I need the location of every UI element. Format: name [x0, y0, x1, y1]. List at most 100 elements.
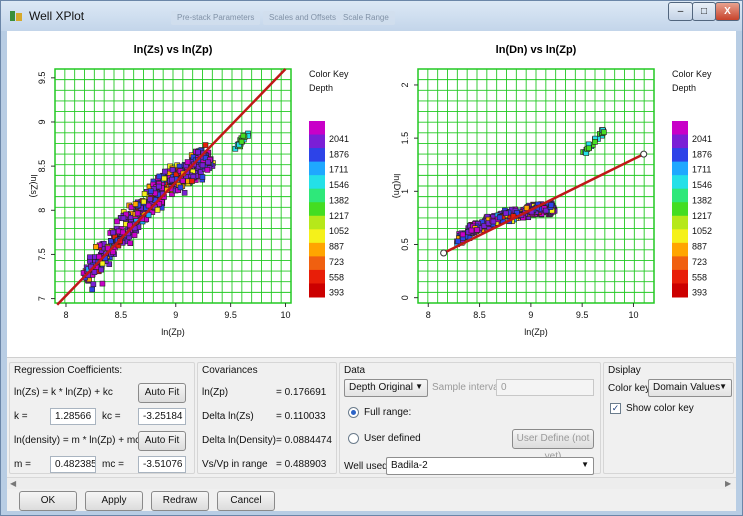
y-tick-label: 2: [400, 82, 410, 87]
data-point: [542, 207, 549, 214]
data-point: [468, 227, 475, 234]
full-range-radio[interactable]: [348, 407, 359, 418]
covariances-group: Covariances ln(Zp) = 0.176691 Delta ln(Z…: [197, 362, 337, 474]
color-key-label: 887: [329, 242, 344, 252]
user-defined-radio[interactable]: [348, 433, 359, 444]
color-key-label: 1546: [692, 180, 712, 190]
data-point: [119, 229, 126, 236]
cancel-button[interactable]: Cancel: [217, 491, 275, 511]
data-point: [548, 202, 555, 208]
maximize-button[interactable]: □: [692, 2, 716, 21]
m-field[interactable]: 0.482385: [50, 456, 96, 473]
data-source-select[interactable]: Depth Original ▼: [344, 379, 428, 397]
k-field[interactable]: 1.28566: [50, 408, 96, 425]
kc-field[interactable]: -3.25184: [138, 408, 186, 425]
cov-value: = 0.110033: [276, 411, 326, 422]
color-key-label: 1052: [329, 226, 349, 236]
data-point: [474, 227, 480, 233]
user-define-button[interactable]: User Define (not yet): [512, 429, 594, 462]
display-group: Dsiplay Color key: Domain Values ▼ ✓ Sho…: [603, 362, 734, 474]
show-color-key-label: Show color key: [626, 403, 694, 414]
data-point: [162, 168, 168, 175]
redraw-button[interactable]: Redraw: [151, 491, 209, 511]
color-key-swatch: [672, 229, 688, 244]
data-point: [154, 207, 161, 213]
data-point: [586, 145, 592, 152]
color-key-swatch: [672, 242, 688, 257]
well-used-select[interactable]: Badila-2 ▼: [386, 457, 594, 475]
data-point: [134, 210, 141, 217]
regression-title: Regression Coefficients:: [14, 365, 123, 376]
color-key-swatch: [309, 269, 325, 284]
auto-fit-zs-button[interactable]: Auto Fit: [138, 383, 186, 403]
y-tick-label: 1.5: [400, 132, 410, 145]
sample-interval-field[interactable]: 0: [496, 379, 594, 396]
background-tab: Scale Range: [337, 11, 395, 25]
apply-button[interactable]: Apply: [85, 491, 143, 511]
data-point: [147, 196, 153, 202]
dn-vs-zp-chart: ln(Dn) vs ln(Zp) 8 8.5 9 9.5 10 0 0.5 1 1.5 2 ln(Zp…: [392, 44, 712, 337]
color-key-label: 723: [329, 257, 344, 267]
data-point: [156, 183, 162, 190]
auto-fit-density-button[interactable]: Auto Fit: [138, 431, 186, 451]
x-tick-label: 9: [528, 310, 533, 320]
legend-title: Color Key: [672, 69, 712, 79]
color-key-label: 558: [692, 272, 707, 282]
data-point: [156, 201, 162, 207]
y-axis-label: ln(Dn): [392, 174, 402, 199]
data-point: [114, 218, 120, 225]
horizontal-scrollbar[interactable]: ◀ ▶: [7, 477, 736, 489]
x-tick-label: 8: [426, 310, 431, 320]
color-key-swatch: [309, 121, 325, 136]
chart-title: ln(Dn) vs ln(Zp): [496, 44, 577, 56]
scroll-left-icon[interactable]: ◀: [10, 479, 17, 488]
chevron-down-icon: ▼: [415, 382, 423, 391]
color-key-label: 558: [329, 272, 344, 282]
data-point: [195, 149, 201, 156]
cov-label: Delta ln(Density): [202, 435, 276, 446]
data-point: [127, 240, 134, 246]
x-tick-label: 8.5: [473, 310, 486, 320]
ok-button[interactable]: OK: [19, 491, 77, 511]
data-point: [202, 142, 209, 148]
data-point: [601, 129, 607, 135]
data-point: [87, 254, 93, 261]
regression-handle: [640, 150, 648, 158]
mc-field[interactable]: -3.51076: [138, 456, 186, 473]
user-defined-label: User defined: [364, 433, 421, 444]
y-tick-label: 8: [37, 208, 47, 213]
button-bar: OK Apply Redraw Cancel: [7, 489, 736, 511]
color-key-swatch: [672, 269, 688, 284]
data-point: [108, 238, 114, 244]
y-axis-label: ln(Zs): [29, 175, 39, 198]
close-button[interactable]: X: [715, 2, 740, 21]
data-point: [98, 266, 105, 273]
color-key-label: 1217: [329, 211, 349, 221]
color-key-swatch: [672, 121, 688, 136]
y-tick-label: 9: [37, 119, 47, 124]
color-key-select[interactable]: Domain Values ▼: [648, 379, 732, 397]
color-key-swatch: [672, 134, 688, 149]
minimize-button[interactable]: –: [668, 2, 693, 21]
x-tick-label: 9.5: [224, 310, 237, 320]
color-key-label: 1217: [692, 211, 712, 221]
x-tick-label: 9.5: [576, 310, 589, 320]
color-key-label: 723: [692, 257, 707, 267]
color-key-label: 1052: [692, 226, 712, 236]
color-key-label: 2041: [692, 134, 712, 144]
color-key-swatch: [309, 229, 325, 244]
color-key-swatch: [672, 161, 688, 176]
well-used-value: Badila-2: [391, 460, 428, 471]
x-tick-label: 8.5: [115, 310, 128, 320]
data-point: [169, 176, 175, 183]
zs-vs-zp-chart: ln(Zs) vs ln(Zp) 8 8.5 9 9.5 10 7 7.5 8 8.5 9 9.5 ln…: [29, 44, 349, 337]
data-point: [140, 198, 147, 205]
data-point: [131, 232, 138, 238]
eq1-label: ln(Zs) = k * ln(Zp) + kc: [14, 387, 113, 398]
show-color-key-checkbox[interactable]: ✓: [610, 403, 621, 414]
kc-label: kc =: [102, 411, 121, 422]
legend-subtitle: Depth: [309, 83, 333, 93]
scroll-right-icon[interactable]: ▶: [725, 479, 732, 488]
data-point: [169, 166, 176, 173]
color-key-swatch: [309, 202, 325, 217]
